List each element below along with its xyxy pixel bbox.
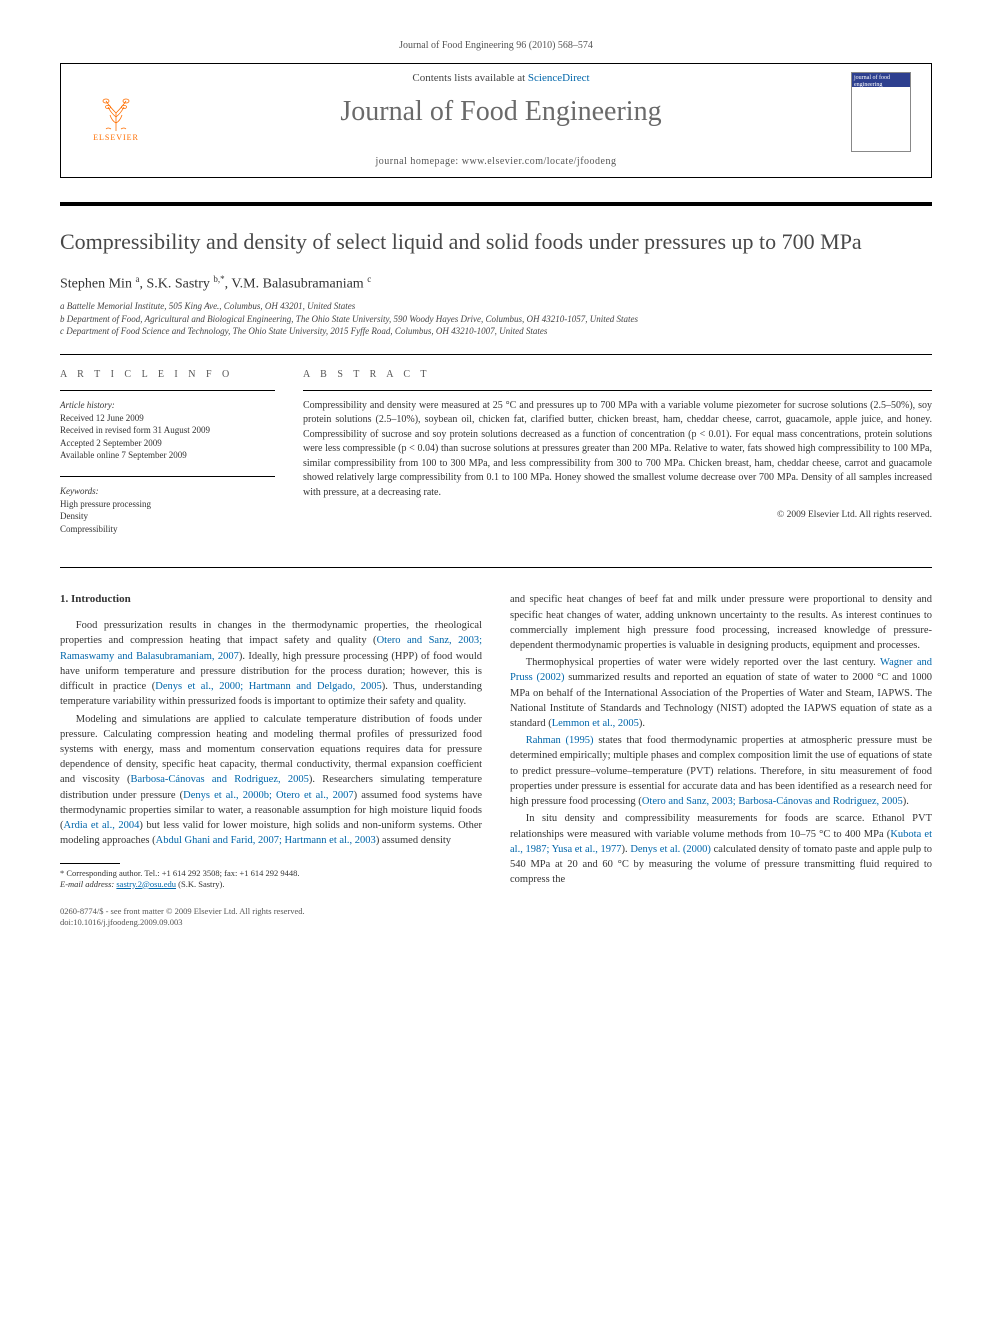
section-heading-intro: 1. Introduction	[60, 592, 482, 608]
thin-rule	[60, 476, 275, 477]
history-online: Available online 7 September 2009	[60, 449, 275, 462]
running-head: Journal of Food Engineering 96 (2010) 56…	[60, 40, 932, 51]
journal-masthead: ELSEVIER Contents lists available at Sci…	[60, 63, 932, 178]
contents-available-line: Contents lists available at ScienceDirec…	[151, 72, 851, 84]
elsevier-tree-icon	[96, 93, 136, 133]
article-info-head: A R T I C L E I N F O	[60, 369, 275, 380]
history-revised: Received in revised form 31 August 2009	[60, 424, 275, 437]
abstract-copyright: © 2009 Elsevier Ltd. All rights reserved…	[303, 510, 932, 520]
body-para-6: In situ density and compressibility meas…	[510, 811, 932, 887]
abstract-head: A B S T R A C T	[303, 369, 932, 380]
page-footer: 0260-8774/$ - see front matter © 2009 El…	[60, 906, 932, 928]
footnote-email-label: E-mail address:	[60, 879, 114, 889]
history-received: Received 12 June 2009	[60, 412, 275, 425]
cover-thumb-label: journal of food engineering	[854, 75, 908, 88]
body-para-2: Modeling and simulations are applied to …	[60, 712, 482, 849]
footnote-corr: * Corresponding author. Tel.: +1 614 292…	[60, 868, 482, 879]
keyword-3: Compressibility	[60, 523, 275, 536]
paper-title: Compressibility and density of select li…	[60, 228, 932, 256]
journal-homepage-link[interactable]: www.elsevier.com/locate/jfoodeng	[462, 156, 617, 167]
elsevier-logo: ELSEVIER	[81, 72, 151, 142]
history-accepted: Accepted 2 September 2009	[60, 437, 275, 450]
contents-prefix: Contents lists available at	[412, 72, 527, 84]
journal-homepage-line: journal homepage: www.elsevier.com/locat…	[61, 152, 931, 177]
journal-cover-thumb: journal of food engineering	[851, 72, 911, 152]
thin-rule	[60, 390, 275, 391]
body-para-3: and specific heat changes of beef fat an…	[510, 592, 932, 653]
author-list: Stephen Min a, S.K. Sastry b,*, V.M. Bal…	[60, 274, 932, 293]
keywords-label: Keywords:	[60, 485, 275, 498]
keyword-1: High pressure processing	[60, 498, 275, 511]
journal-name: Journal of Food Engineering	[151, 96, 851, 128]
elsevier-logo-text: ELSEVIER	[93, 133, 139, 142]
article-history-label: Article history:	[60, 399, 275, 412]
heavy-rule	[60, 202, 932, 206]
affiliation-a: a Battelle Memorial Institute, 505 King …	[60, 300, 932, 313]
footnote-email-link[interactable]: sastry.2@osu.edu	[116, 879, 176, 889]
corresponding-author-footnote: * Corresponding author. Tel.: +1 614 292…	[60, 868, 482, 890]
homepage-prefix: journal homepage:	[376, 156, 462, 167]
affiliation-b: b Department of Food, Agricultural and B…	[60, 313, 932, 326]
body-para-5: Rahman (1995) states that food thermodyn…	[510, 733, 932, 809]
footnote-email-who: (S.K. Sastry).	[178, 879, 224, 889]
footer-doi: doi:10.1016/j.jfoodeng.2009.09.003	[60, 917, 932, 928]
thin-rule	[60, 567, 932, 568]
keyword-2: Density	[60, 510, 275, 523]
article-info-block: A R T I C L E I N F O Article history: R…	[60, 369, 275, 549]
body-para-1: Food pressurization results in changes i…	[60, 618, 482, 709]
affiliation-c: c Department of Food Science and Technol…	[60, 325, 932, 338]
footer-front-matter: 0260-8774/$ - see front matter © 2009 El…	[60, 906, 932, 917]
body-para-4: Thermophysical properties of water were …	[510, 655, 932, 731]
footnote-rule	[60, 863, 120, 864]
thin-rule	[60, 354, 932, 355]
abstract-block: A B S T R A C T Compressibility and dens…	[303, 369, 932, 549]
affiliations: a Battelle Memorial Institute, 505 King …	[60, 300, 932, 338]
sciencedirect-link[interactable]: ScienceDirect	[528, 72, 590, 84]
body-columns: 1. Introduction Food pressurization resu…	[60, 592, 932, 889]
thin-rule	[303, 390, 932, 391]
abstract-text: Compressibility and density were measure…	[303, 399, 932, 501]
